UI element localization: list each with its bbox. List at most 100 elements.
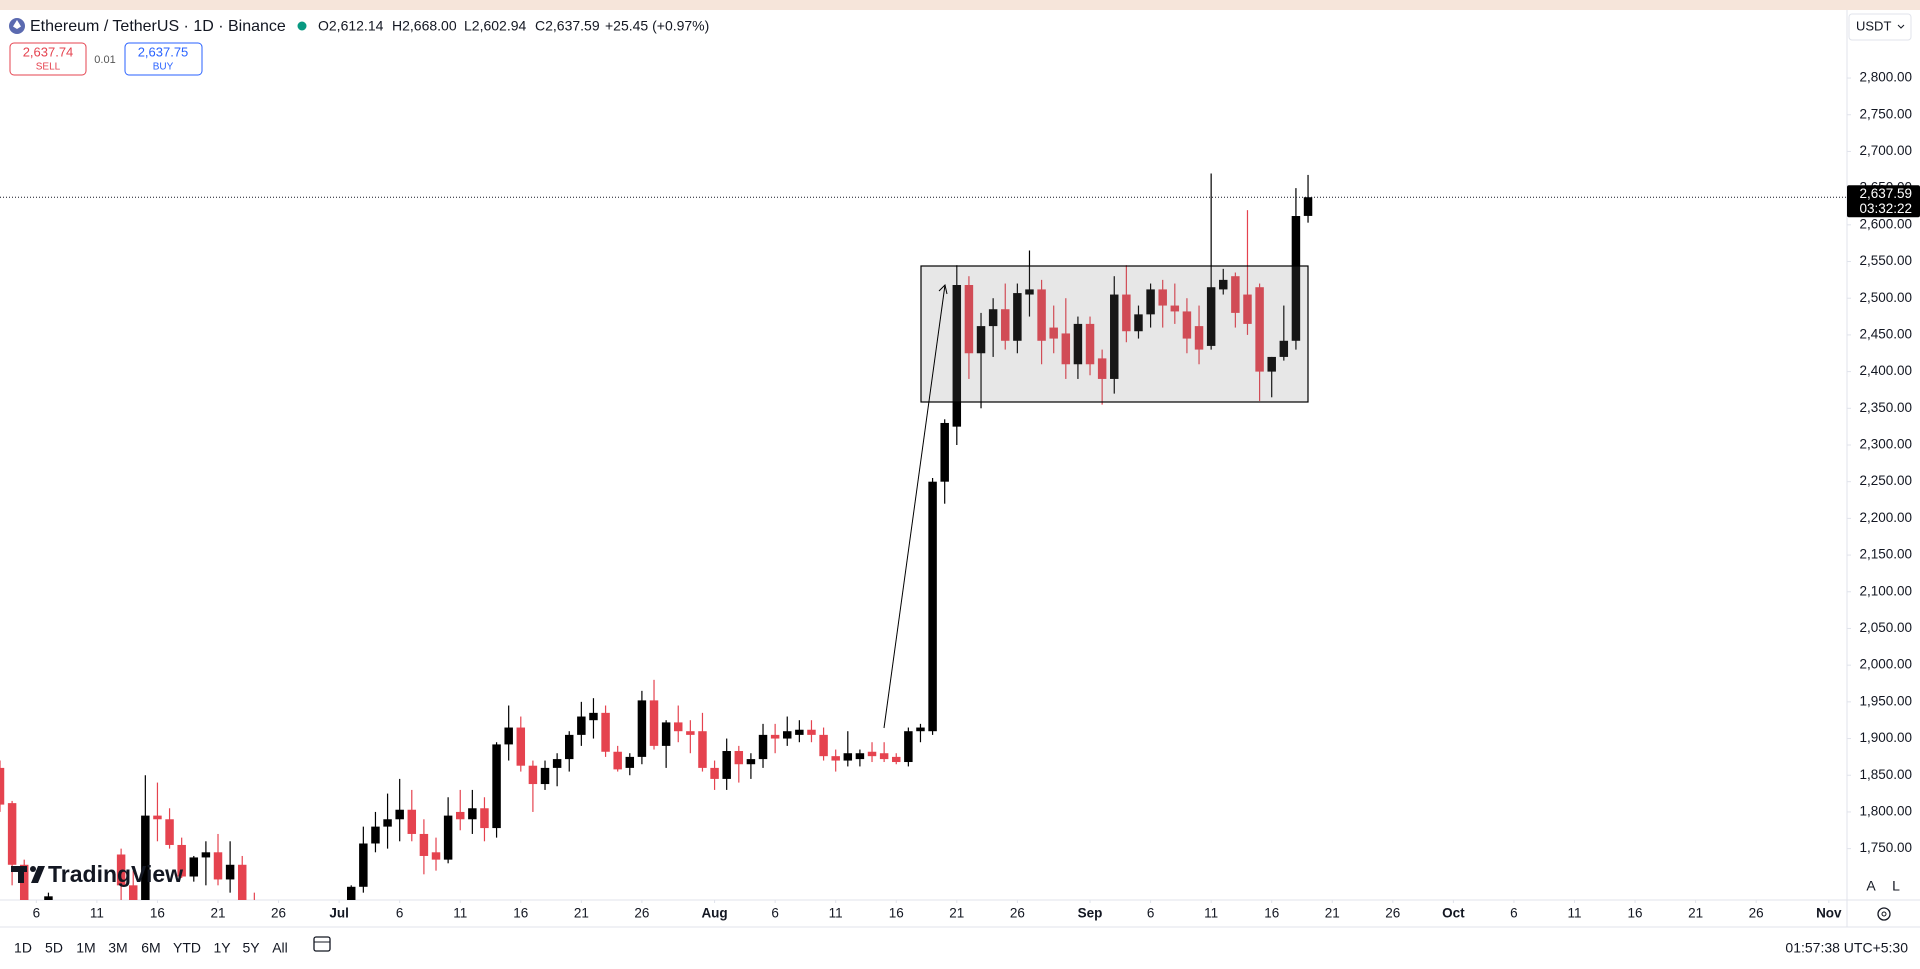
candle-body: [128, 885, 138, 900]
settings-icon[interactable]: [1877, 907, 1891, 921]
range-button[interactable]: 6M: [141, 940, 160, 956]
candle-body: [807, 729, 816, 735]
candle-body: [1303, 197, 1313, 216]
candle-body: [649, 700, 659, 746]
candle-body: [116, 854, 126, 886]
candle-body: [1291, 216, 1301, 341]
candle-body: [213, 852, 223, 880]
candle-body: [613, 751, 622, 770]
clock: 01:57:38 UTC+5:30: [1785, 940, 1908, 956]
candle-body: [565, 734, 574, 760]
candle-body: [674, 722, 683, 732]
eth-glyph: [13, 20, 21, 29]
y-tick-label: 2,000.00: [1859, 657, 1912, 672]
currency: USDT: [1856, 18, 1891, 33]
symbol[interactable]: Ethereum / TetherUS · 1D · Binance: [30, 18, 286, 35]
buy-button[interactable]: [124, 42, 203, 76]
ohlc-close: C2,637.59: [535, 18, 600, 34]
x-tick-label: Jul: [329, 906, 349, 921]
candle-body: [722, 751, 731, 779]
candle-body: [1158, 289, 1167, 306]
candle-body: [710, 767, 719, 779]
trend-arrow: [883, 284, 946, 729]
currency-button[interactable]: [1848, 13, 1912, 41]
candle-body: [455, 811, 465, 820]
candle-body: [746, 759, 756, 765]
logo-dot: [30, 866, 36, 872]
buy-label: BUY: [153, 62, 174, 73]
candle-body: [1279, 340, 1289, 357]
x-tick-label: 11: [90, 906, 104, 921]
y-tick-label: 1,900.00: [1859, 730, 1912, 745]
candle-body: [516, 727, 526, 766]
candle-body: [904, 731, 913, 763]
auto-scale[interactable]: A: [1866, 878, 1876, 894]
settings-core: [1881, 911, 1887, 917]
range-button[interactable]: 5D: [45, 940, 63, 956]
candle-body: [19, 864, 29, 900]
candle-body: [0, 767, 5, 805]
ohlc-high: H2,668.00: [392, 18, 457, 34]
candle-body: [625, 756, 635, 768]
candle-body: [177, 844, 186, 877]
range-button[interactable]: 1M: [76, 940, 95, 956]
sell-label: SELL: [36, 62, 61, 73]
x-tick-label: 21: [210, 906, 225, 921]
range-button[interactable]: YTD: [173, 940, 201, 956]
last-price-label: 2,637.59: [1859, 186, 1912, 201]
y-tick-label: 2,150.00: [1859, 547, 1912, 562]
candle-body: [783, 731, 792, 739]
x-tick-label: 26: [634, 906, 649, 921]
sell-button[interactable]: [9, 42, 87, 76]
range-button[interactable]: 5Y: [242, 940, 260, 956]
range-button[interactable]: 1Y: [213, 940, 231, 956]
candle-body: [1182, 311, 1192, 339]
range-button[interactable]: 1D: [14, 940, 32, 956]
arrow-head: [938, 284, 948, 295]
log-scale[interactable]: L: [1892, 878, 1900, 894]
candle-body: [165, 819, 174, 845]
candle-body: [1146, 289, 1155, 315]
candle-body: [250, 904, 258, 922]
x-tick-label: 16: [1628, 906, 1643, 921]
ohlc-open: O2,612.14: [318, 18, 384, 34]
ohlc-change: +25.45 (+0.97%): [605, 18, 709, 34]
candle-body: [431, 852, 441, 860]
candle-body: [528, 765, 538, 785]
y-tick-label: 2,800.00: [1859, 70, 1912, 85]
y-tick-label: 2,750.00: [1859, 106, 1912, 121]
candle-body: [637, 700, 647, 757]
candle-body: [1025, 289, 1034, 295]
candle-body: [952, 285, 962, 427]
toolbar: 1D 5D 1M 3M 6M YTD 1Y 5Y All: [14, 940, 288, 956]
countdown: 03:32:22: [1859, 201, 1912, 216]
range-box: [920, 265, 1309, 403]
candle-body: [831, 756, 840, 761]
range-button[interactable]: All: [272, 940, 288, 956]
x-tick-label: 16: [889, 906, 904, 921]
x-tick-label: 6: [1147, 906, 1155, 921]
candle-body: [407, 809, 417, 834]
y-tick-label: 2,100.00: [1859, 583, 1912, 598]
candle-body: [1097, 358, 1107, 379]
candle-body: [892, 756, 901, 763]
candle-body: [359, 843, 368, 887]
candle-body: [819, 734, 828, 757]
x-tick-label: 26: [1749, 906, 1764, 921]
candle-body: [577, 716, 586, 735]
candle-body: [504, 727, 513, 745]
range-button[interactable]: 3M: [108, 940, 127, 956]
candle-body: [189, 857, 199, 877]
candle-body: [468, 808, 477, 820]
candle-body: [1013, 293, 1022, 341]
market-status: [297, 21, 307, 31]
x-tick-label: 26: [1010, 906, 1025, 921]
candle-body: [1219, 279, 1228, 290]
candle-body: [976, 326, 986, 354]
candle-body: [1061, 333, 1071, 365]
y-tick-label: 2,350.00: [1859, 400, 1912, 415]
date-range-icon[interactable]: [313, 936, 331, 952]
y-tick-label: 1,950.00: [1859, 693, 1912, 708]
y-tick-label: 1,850.00: [1859, 767, 1912, 782]
